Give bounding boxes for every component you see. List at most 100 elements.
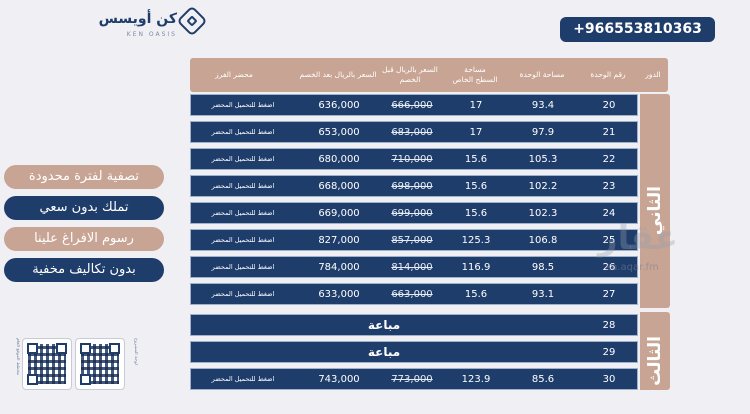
qr-finder-icon [80, 343, 91, 354]
download-report-link[interactable]: اضغط للتحميل المحضر [211, 101, 275, 109]
price-after-discount: 668,000 [318, 180, 360, 192]
brand-subtitle: KEN OASIS [126, 31, 177, 38]
unit-area: 98.5 [531, 261, 555, 273]
download-report-link[interactable]: اضغط للتحميل المحضر [211, 209, 275, 217]
aqar-watermark: عقار sa.aqar.fm [598, 218, 678, 282]
qr-finder-icon [56, 343, 67, 354]
private-roof-area: 125.3 [461, 234, 491, 246]
header-price-before: السعر بالريال قبل الخصم [382, 65, 438, 84]
price-before-discount: 663,000 [391, 288, 433, 300]
logo-diamond-icon [176, 5, 208, 37]
unit-number: 28 [602, 319, 616, 331]
unit-area: 106.8 [528, 234, 558, 246]
table-row: اضغط للتحميل المحضر 743,000 773,000 123.9 85… [190, 368, 638, 390]
unit-number: 27 [602, 288, 616, 300]
unit-area: 105.3 [528, 153, 558, 165]
private-roof-area: 116.9 [461, 261, 491, 273]
price-before-discount: 666,000 [391, 99, 433, 111]
table-row: مباعة 28 [190, 314, 638, 336]
private-roof-area: 17 [469, 126, 483, 138]
table-row: اضغط للتحميل المحضر 668,000 698,000 15.6 102… [190, 175, 638, 197]
private-roof-area: 15.6 [464, 180, 488, 192]
qr-finder-icon [109, 343, 120, 354]
price-before-discount: 699,000 [391, 207, 433, 219]
promo-transfer-fees: رسوم الافراغ علينا [4, 227, 164, 251]
download-report-link[interactable]: اضغط للتحميل المحضر [211, 182, 275, 190]
promo-no-hidden-costs: بدون تكاليف مخفية [4, 258, 164, 282]
qr-code-site-plan[interactable] [22, 338, 72, 390]
unit-number: 26 [602, 261, 616, 273]
price-after-discount: 680,000 [318, 153, 360, 165]
price-before-discount: 814,000 [391, 261, 433, 273]
brand-name: كن أويسس [98, 11, 177, 27]
qr-code-project-board[interactable] [75, 338, 125, 390]
header-unit-area: مساحة الوحدة [519, 70, 565, 79]
price-after-discount: 743,000 [318, 373, 360, 385]
private-roof-area: 17 [469, 99, 483, 111]
price-before-discount: 683,000 [391, 126, 433, 138]
watermark-domain: sa.aqar.fm [606, 262, 659, 273]
unit-number: 25 [602, 234, 616, 246]
download-report-link[interactable]: اضغط للتحميل المحضر [211, 128, 275, 136]
price-before-discount: 773,000 [391, 373, 433, 385]
private-roof-area: 123.9 [461, 373, 491, 385]
header-floor: الدور [645, 70, 661, 79]
qr-caption-site-plan: مخطط الموقع العام [15, 338, 20, 376]
price-before-discount: 698,000 [391, 180, 433, 192]
table-row: مباعة 29 [190, 341, 638, 363]
unit-area: 93.4 [531, 99, 555, 111]
header-sort-report: محضر الفرز [215, 70, 253, 79]
private-roof-area: 15.6 [464, 207, 488, 219]
download-report-link[interactable]: اضغط للتحميل المحضر [211, 236, 275, 244]
header-private-roof: مساحة السطح الخاص [452, 65, 498, 84]
download-report-link[interactable]: اضغط للتحميل المحضر [211, 155, 275, 163]
qr-finder-icon [27, 343, 38, 354]
price-after-discount: 633,000 [318, 288, 360, 300]
phone-number-badge[interactable]: +966553810363 [560, 17, 715, 42]
download-report-link[interactable]: اضغط للتحميل المحضر [211, 375, 275, 383]
brand-logo: كن أويسس KEN OASIS [85, 5, 215, 44]
price-before-discount: 710,000 [391, 153, 433, 165]
floor-label: الثاني [645, 186, 665, 236]
qr-finder-icon [27, 374, 38, 385]
table-row: اضغط للتحميل المحضر 827,000 857,000 125.3 10… [190, 229, 638, 251]
download-report-link[interactable]: اضغط للتحميل المحضر [211, 290, 275, 298]
price-after-discount: 669,000 [318, 207, 360, 219]
table-row: اضغط للتحميل المحضر 636,000 666,000 17 93.4 2… [190, 94, 638, 116]
unit-number: 29 [602, 346, 616, 358]
table-row: اضغط للتحميل المحضر 653,000 683,000 17 97.9 2… [190, 121, 638, 143]
unit-area: 102.3 [528, 207, 558, 219]
price-after-discount: 653,000 [318, 126, 360, 138]
price-after-discount: 636,000 [318, 99, 360, 111]
price-after-discount: 827,000 [318, 234, 360, 246]
floor-label: الثالث [645, 336, 665, 386]
unit-number: 24 [602, 207, 616, 219]
unit-number: 21 [602, 126, 616, 138]
price-before-discount: 857,000 [391, 234, 433, 246]
download-report-link[interactable]: اضغط للتحميل المحضر [211, 263, 275, 271]
unit-number: 22 [602, 153, 616, 165]
unit-number: 30 [602, 373, 616, 385]
table-row: اضغط للتحميل المحضر 784,000 814,000 116.9 98… [190, 256, 638, 278]
promo-no-commission: تملك بدون سعي [4, 196, 164, 220]
unit-number: 23 [602, 180, 616, 192]
table-row: اضغط للتحميل المحضر 669,000 699,000 15.6 102… [190, 202, 638, 224]
table-row: اضغط للتحميل المحضر 680,000 710,000 15.6 105… [190, 148, 638, 170]
qr-finder-icon [80, 374, 91, 385]
table-header: محضر الفرز السعر بالريال بعد الخصم السعر… [190, 58, 668, 92]
promo-limited-clearance: تصفية لفترة محدودة [4, 165, 164, 189]
qr-caption-project-board: لوحة المشروع [133, 338, 138, 365]
unit-area: 102.2 [528, 180, 558, 192]
header-price-after: السعر بالريال بعد الخصم [299, 70, 377, 79]
sold-status: مباعة [367, 345, 401, 359]
sold-status: مباعة [367, 318, 401, 332]
table-row: اضغط للتحميل المحضر 633,000 663,000 15.6 93.… [190, 283, 638, 305]
header-unit-no: رقم الوحدة [590, 70, 626, 79]
unit-area: 97.9 [531, 126, 555, 138]
price-after-discount: 784,000 [318, 261, 360, 273]
floor-third: الثالث [640, 312, 670, 390]
private-roof-area: 15.6 [464, 153, 488, 165]
unit-area: 85.6 [531, 373, 555, 385]
watermark-text: عقار [598, 218, 679, 258]
private-roof-area: 15.6 [464, 288, 488, 300]
